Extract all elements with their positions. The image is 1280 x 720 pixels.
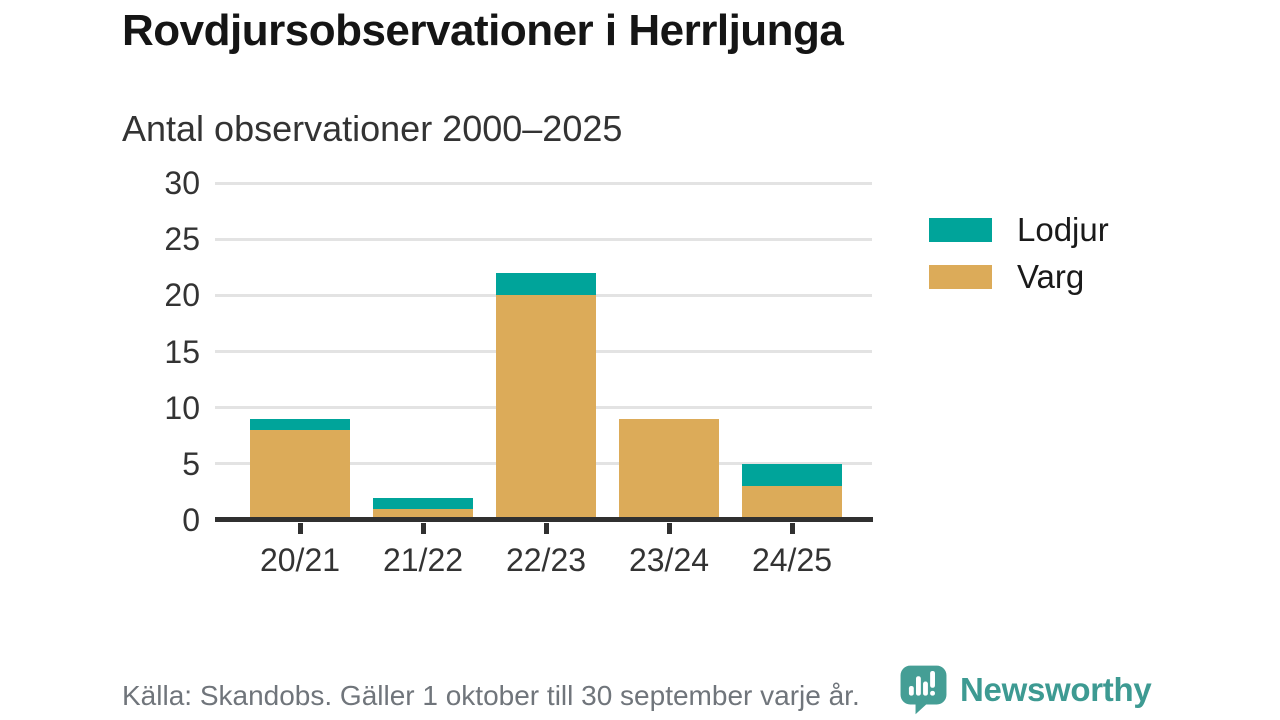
x-tick-label-21/22: 21/22 <box>382 542 464 578</box>
x-tick-label-23/24: 23/24 <box>628 542 710 578</box>
legend-label-varg: Varg <box>1017 257 1085 295</box>
legend-item-lodjur: Lodjur <box>929 206 1109 253</box>
bar-group-20/21: 20/21 <box>250 418 350 578</box>
x-tick-23/24 <box>667 523 672 534</box>
source-note: Källa: Skandobs. Gäller 1 oktober till 3… <box>122 680 860 711</box>
chart-title: Rovdjursobservationer i Herrljunga <box>122 6 844 55</box>
bar-segment-lodjur-22/23 <box>496 272 596 296</box>
x-tick-22/23 <box>544 523 549 534</box>
gridline-25 <box>215 237 872 241</box>
y-tick-label-25: 25 <box>164 221 200 258</box>
x-tick-21/22 <box>421 523 426 534</box>
brand-logo: Newsworthy <box>897 663 1152 716</box>
bar-segment-varg-23/24 <box>619 418 719 520</box>
x-tick-24/25 <box>790 523 795 534</box>
bar-segment-varg-20/21 <box>250 430 350 520</box>
legend-item-varg: Varg <box>929 253 1109 300</box>
y-axis-labels: 0 5 10 15 20 25 30 <box>140 166 200 537</box>
x-tick-label-22/23: 22/23 <box>505 542 587 578</box>
speech-bubble-chart-icon <box>900 665 947 715</box>
x-tick-label-24/25: 24/25 <box>751 542 833 578</box>
brand-name: Newsworthy <box>960 670 1152 708</box>
bar-segment-lodjur-21/22 <box>373 497 473 509</box>
chart-subtitle: Antal observationer 2000–2025 <box>122 108 623 149</box>
y-tick-label-15: 15 <box>164 333 200 370</box>
x-tick-20/21 <box>298 523 303 534</box>
bar-segment-varg-21/22 <box>373 508 473 520</box>
bar-segment-varg-24/25 <box>742 486 842 520</box>
plot-area: 0 5 10 15 20 25 30 20/21 21/22 22/23 23/24 24/25 <box>164 166 873 578</box>
bar-group-21/22: 21/22 <box>373 497 473 578</box>
bars-field: 20/21 21/22 22/23 23/24 24/25 <box>250 183 842 578</box>
x-axis-line <box>215 517 873 522</box>
bar-segment-lodjur-20/21 <box>250 418 350 431</box>
legend-swatch-lodjur <box>929 217 992 242</box>
y-tick-label-5: 5 <box>182 445 200 482</box>
y-tick-label-30: 30 <box>164 165 200 201</box>
y-tick-label-0: 0 <box>182 502 200 538</box>
legend: Lodjur Varg <box>929 206 1109 300</box>
x-tick-label-20/21: 20/21 <box>259 542 341 578</box>
legend-swatch-varg <box>929 264 992 289</box>
bar-group-23/24: 23/24 <box>619 418 719 578</box>
bar-group-24/25: 24/25 <box>742 463 842 578</box>
bar-segment-lodjur-24/25 <box>742 463 842 487</box>
bar-group-22/23: 22/23 <box>496 272 596 578</box>
bar-segment-varg-22/23 <box>496 295 596 520</box>
gridline-30 <box>215 181 872 185</box>
y-tick-label-20: 20 <box>164 277 200 314</box>
y-tick-label-10: 10 <box>164 389 200 426</box>
legend-label-lodjur: Lodjur <box>1017 210 1109 248</box>
